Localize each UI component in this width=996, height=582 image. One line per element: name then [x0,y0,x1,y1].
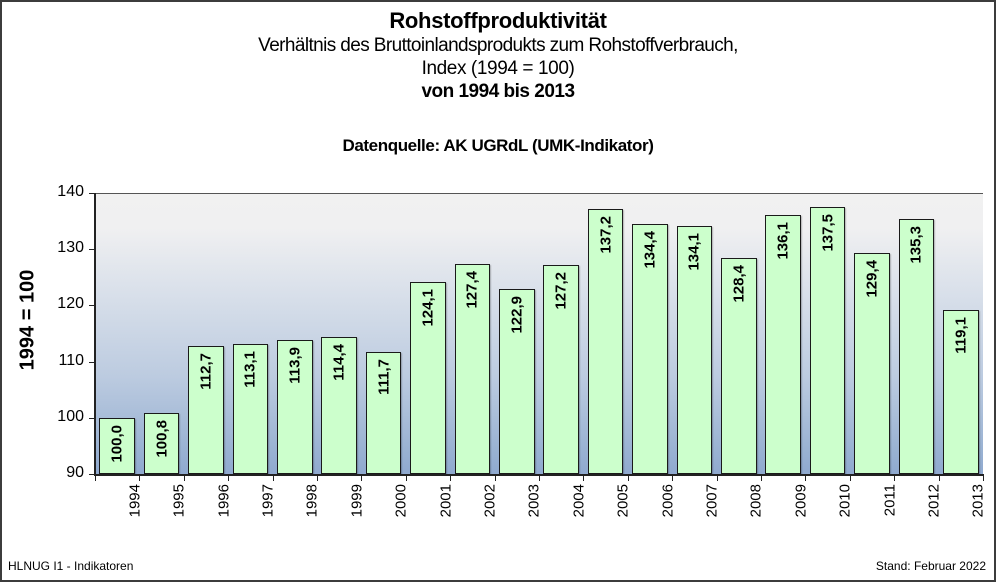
chart-title: Rohstoffproduktivität [389,8,607,33]
chart-subtitle-index: Index (1994 = 100) [421,58,575,79]
y-tick-label: 90 [66,464,84,481]
x-tick [672,474,674,481]
bar-2012: 135,3 [898,219,935,474]
x-tick [228,474,230,481]
bar-1996: 112,7 [188,346,224,474]
bar-value-label: 135,3 [907,226,925,264]
data-source: Datenquelle: AK UGRdL (UMK-Indikator) [342,136,654,155]
bar-value-label: 128,4 [730,265,748,303]
bar-value-label: 113,1 [241,351,259,388]
bar-value-label: 134,1 [685,233,703,271]
x-tick [95,474,96,481]
bar-2002: 127,4 [454,263,491,474]
chart-title-block: Rohstoffproduktivität Verhältnis des Bru… [0,8,996,104]
x-tick [627,474,629,481]
bar-value-label: 134,4 [641,231,659,270]
y-tick-label: 120 [57,295,84,313]
y-tick-label: 140 [57,183,84,200]
y-tick [89,474,95,475]
bar-value-label: 119,1 [952,317,970,355]
bar-value-label: 114,4 [330,343,348,381]
bar-2000: 111,7 [365,352,402,474]
footer-date: Stand: Februar 2022 [875,559,986,573]
footer-publisher: HLNUG I1 - Indikatoren [8,559,134,573]
bar-value-label: 113,9 [286,346,304,384]
x-tick [272,474,274,481]
bar-value-label: 137,5 [819,214,837,252]
x-tick [317,474,318,481]
bar-2006: 134,4 [632,224,668,474]
bar-2010: 137,5 [809,207,846,474]
bar-2004: 127,2 [543,264,579,474]
y-tick [89,249,95,250]
y-tick [89,418,95,419]
y-tick [89,305,95,306]
x-tick [805,474,807,481]
x-tick [761,474,762,481]
bar-value-label: 122,9 [508,296,526,334]
bar-value-label: 136,1 [774,221,792,260]
x-tick [938,474,940,481]
bar-2009: 136,1 [765,214,801,474]
y-tick [89,362,95,363]
x-tick [894,474,896,481]
x-tick [583,474,585,481]
bar-value-label: 137,2 [597,215,615,254]
bar-value-label: 127,2 [552,271,570,310]
x-tick [450,474,452,481]
x-tick [361,474,363,481]
x-tick [494,474,496,481]
bar-2013: 119,1 [943,310,979,474]
bar-value-label: 100,8 [153,420,171,458]
chart-subtitle: Verhältnis des Bruttoinlandsprodukts zum… [258,35,738,56]
x-tick [849,474,851,481]
bar-2001: 124,1 [410,282,446,474]
bar-2008: 128,4 [721,258,757,474]
x-tick [716,474,718,481]
y-tick [89,193,95,194]
x-tick [183,474,185,481]
y-tick-label: 130 [57,239,84,257]
x-tick [983,474,984,481]
x-tick [139,474,141,481]
chart-period: von 1994 bis 2013 [421,81,575,102]
bar-2007: 134,1 [676,226,713,474]
x-tick [405,474,407,481]
x-tick [539,474,540,481]
bar-value-label: 111,7 [375,359,393,395]
y-axis [94,193,96,475]
bar-1997: 113,1 [232,344,269,474]
bar-2003: 122,9 [499,289,535,474]
bar-2011: 129,4 [854,252,890,474]
bar-value-label: 124,1 [419,289,437,327]
bar-value-label: 129,4 [863,259,881,298]
plot-area [95,193,983,475]
y-tick-label: 110 [58,351,84,369]
bar-2005: 137,2 [587,208,624,474]
bar-value-label: 112,7 [197,353,215,391]
bar-1999: 114,4 [321,336,357,474]
y-tick-label: 100 [57,407,84,425]
bar-value-label: 127,4 [463,270,481,309]
bar-1994: 100,0 [99,417,135,474]
bar-value-label: 100,0 [108,424,126,463]
bar-1998: 113,9 [277,339,313,474]
bar-1995: 100,8 [143,413,180,474]
